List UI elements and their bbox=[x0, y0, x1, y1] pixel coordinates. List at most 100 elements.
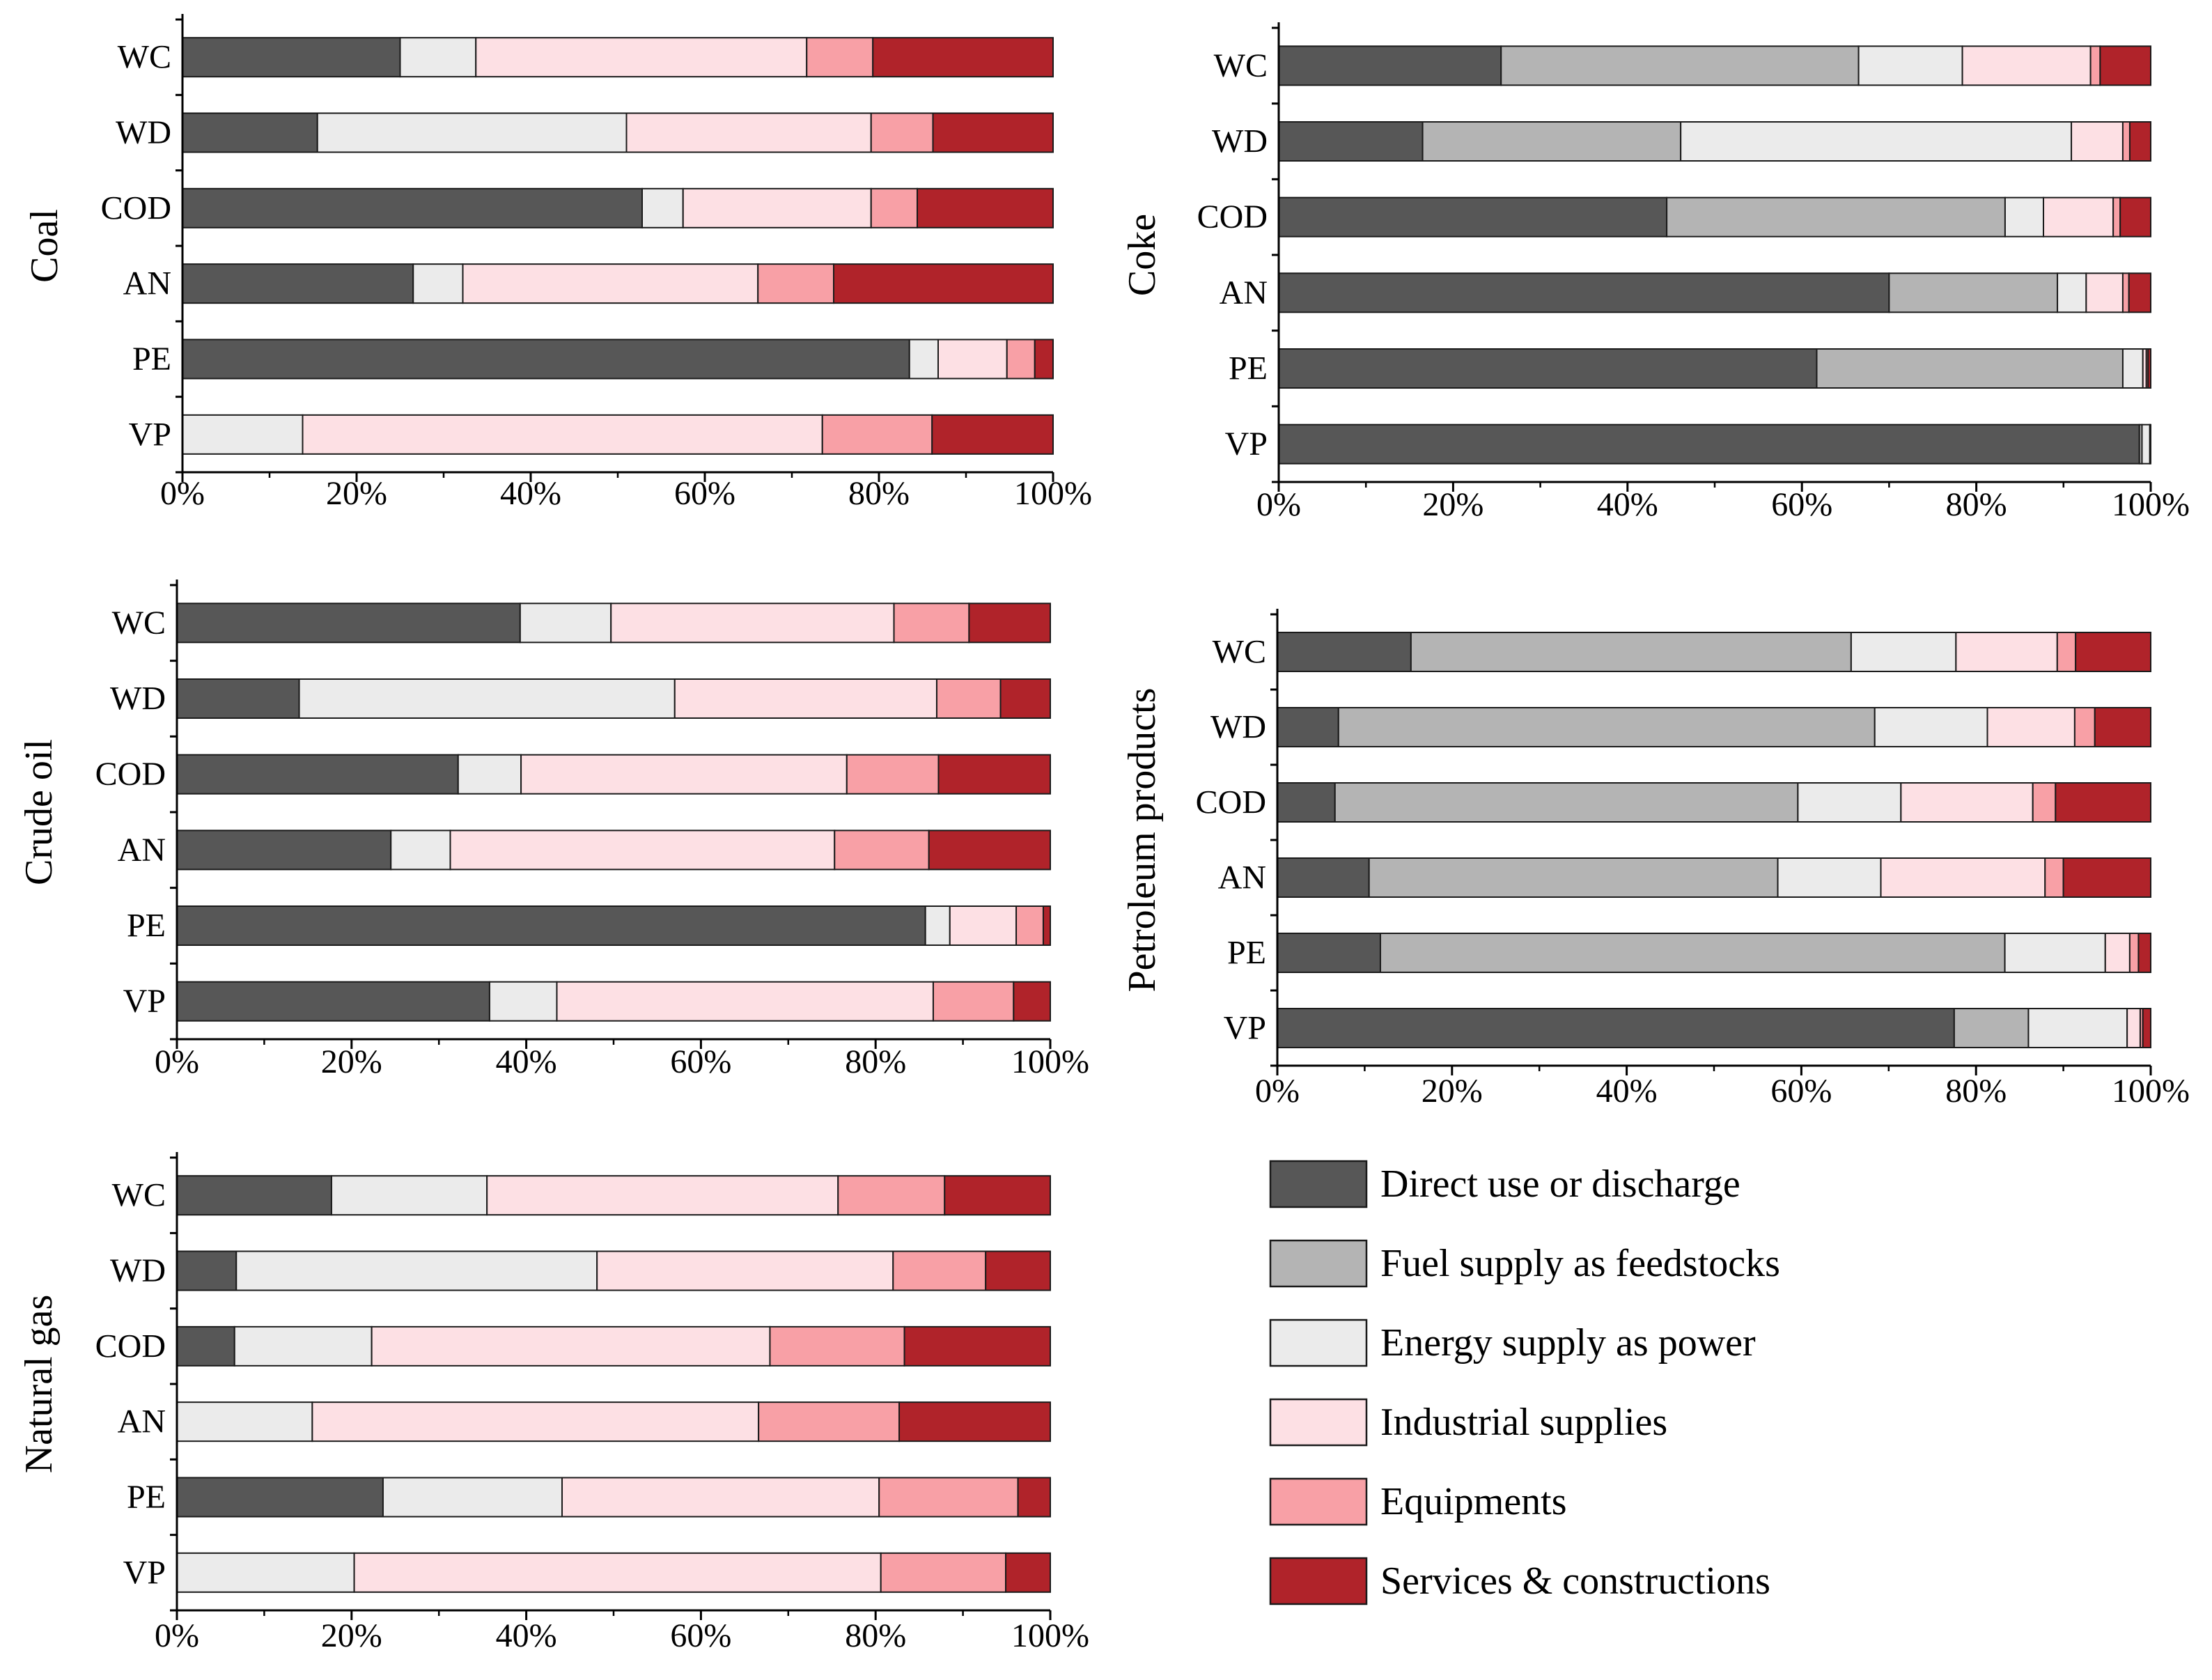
bar-segment-natural-gas-an-services-constructions bbox=[898, 1401, 1052, 1442]
panel-title-coal: Coal bbox=[23, 209, 66, 283]
bar-segment-coke-pe-energy-supply-as-power bbox=[2121, 348, 2144, 389]
legend-swatch-industrial-supplies bbox=[1269, 1398, 1368, 1447]
bar-segment-coal-cod-direct-use-or-discharge bbox=[182, 187, 643, 228]
category-label-coke-an: AN bbox=[1220, 274, 1268, 311]
x-tick-label-coal-1: 20% bbox=[326, 475, 387, 512]
category-label-natural-gas-vp: VP bbox=[123, 1554, 166, 1591]
category-label-coal-pe: PE bbox=[132, 341, 171, 378]
x-tick-label-coke-0: 0% bbox=[1256, 486, 1301, 523]
bar-segment-crude-oil-wc-energy-supply-as-power bbox=[519, 602, 612, 644]
bar-segment-natural-gas-pe-services-constructions bbox=[1017, 1477, 1051, 1518]
bar-segment-coal-vp-energy-supply-as-power bbox=[182, 414, 304, 455]
legend: Direct use or discharge Fuel supply as fe… bbox=[1269, 1160, 1780, 1605]
bar-segment-coke-pe-fuel-supply-as-feedstocks bbox=[1816, 348, 2124, 389]
bar-segment-coke-wd-energy-supply-as-power bbox=[1680, 121, 2073, 162]
bar-segment-natural-gas-vp-energy-supply-as-power bbox=[176, 1552, 355, 1593]
x-tick-label-crude-oil-1: 20% bbox=[321, 1043, 382, 1080]
bar-segment-coal-cod-services-constructions bbox=[917, 187, 1054, 228]
bar-segment-coke-wd-services-constructions bbox=[2128, 121, 2151, 162]
category-label-petroleum-products-an: AN bbox=[1218, 860, 1266, 896]
panel-coal: WC WD COD AN PE VP 0% 20% 40% 60% 80% 100% Coal bbox=[23, 14, 1092, 512]
x-tick-label-petroleum-products-0: 0% bbox=[1255, 1073, 1300, 1110]
bar-segment-coal-vp-industrial-supplies bbox=[302, 414, 823, 455]
bar-segment-petroleum-products-wc-fuel-supply-as-feedstocks bbox=[1410, 632, 1852, 672]
bar-segment-petroleum-products-pe-industrial-supplies bbox=[2104, 933, 2131, 973]
bar-segment-natural-gas-cod-direct-use-or-discharge bbox=[176, 1325, 235, 1367]
bar-segment-coke-wc-services-constructions bbox=[2099, 45, 2151, 86]
bar-segment-crude-oil-an-equipments bbox=[834, 830, 930, 871]
bar-segment-petroleum-products-vp-services-constructions bbox=[2142, 1008, 2151, 1048]
bar-segment-coke-wd-fuel-supply-as-feedstocks bbox=[1422, 121, 1682, 162]
bar-segment-natural-gas-wc-services-constructions bbox=[944, 1175, 1052, 1216]
bar-segment-petroleum-products-pe-energy-supply-as-power bbox=[2004, 933, 2106, 973]
bar-segment-natural-gas-wd-services-constructions bbox=[985, 1250, 1051, 1291]
category-label-crude-oil-an: AN bbox=[118, 832, 166, 869]
bar-segment-natural-gas-vp-industrial-supplies bbox=[353, 1552, 882, 1593]
category-label-crude-oil-pe: PE bbox=[127, 908, 166, 944]
x-tick-label-coke-3: 60% bbox=[1771, 486, 1832, 523]
bar-segment-crude-oil-an-energy-supply-as-power bbox=[390, 830, 451, 871]
bar-segment-coal-wd-energy-supply-as-power bbox=[316, 112, 628, 153]
bar-segment-natural-gas-wd-equipments bbox=[892, 1250, 987, 1291]
bar-segment-crude-oil-wd-direct-use-or-discharge bbox=[176, 678, 300, 719]
bar-segment-crude-oil-wc-services-constructions bbox=[968, 602, 1052, 644]
x-tick-label-petroleum-products-3: 60% bbox=[1770, 1073, 1832, 1110]
bar-segment-crude-oil-wd-equipments bbox=[935, 678, 1002, 719]
bar-segment-petroleum-products-an-industrial-supplies bbox=[1880, 857, 2046, 898]
bar-segment-petroleum-products-pe-direct-use-or-discharge bbox=[1277, 933, 1381, 973]
x-tick-label-coke-1: 20% bbox=[1422, 486, 1483, 523]
bar-segment-coke-an-energy-supply-as-power bbox=[2057, 272, 2087, 313]
category-label-natural-gas-an: AN bbox=[118, 1403, 166, 1440]
bar-segment-coal-wc-energy-supply-as-power bbox=[399, 37, 477, 78]
category-label-coke-wd: WD bbox=[1212, 123, 1268, 160]
bar-segment-crude-oil-cod-energy-supply-as-power bbox=[457, 754, 522, 795]
category-label-crude-oil-vp: VP bbox=[123, 983, 166, 1020]
bar-segment-coal-pe-services-constructions bbox=[1034, 339, 1054, 380]
bar-segment-natural-gas-pe-industrial-supplies bbox=[561, 1477, 880, 1518]
bar-segment-crude-oil-an-services-constructions bbox=[928, 830, 1051, 871]
bar-segment-petroleum-products-an-energy-supply-as-power bbox=[1777, 857, 1882, 898]
x-tick-label-natural-gas-3: 60% bbox=[670, 1617, 731, 1654]
bar-segment-natural-gas-an-equipments bbox=[758, 1401, 901, 1442]
bar-segment-coal-cod-equipments bbox=[870, 187, 918, 228]
bar-segment-natural-gas-cod-industrial-supplies bbox=[371, 1325, 771, 1367]
bar-segment-crude-oil-an-industrial-supplies bbox=[449, 830, 836, 871]
panel-coke: WC WD COD AN PE VP 0% 20% 40% 60% 80% 100% Coke bbox=[1121, 22, 2190, 523]
x-tick-label-coal-5: 100% bbox=[1014, 475, 1092, 512]
bar-segment-petroleum-products-wd-industrial-supplies bbox=[1986, 707, 2075, 747]
bar-segment-petroleum-products-wd-services-constructions bbox=[2094, 707, 2151, 747]
x-tick-label-natural-gas-5: 100% bbox=[1011, 1617, 1089, 1654]
bar-segment-petroleum-products-an-fuel-supply-as-feedstocks bbox=[1368, 857, 1779, 898]
bar-segment-coal-pe-industrial-supplies bbox=[937, 339, 1008, 380]
bar-segment-crude-oil-vp-industrial-supplies bbox=[556, 981, 934, 1022]
bar-segment-coke-cod-equipments bbox=[2112, 196, 2121, 238]
bar-segment-coal-pe-equipments bbox=[1006, 339, 1036, 380]
bar-segment-crude-oil-vp-services-constructions bbox=[1013, 981, 1051, 1022]
panel-title-crude-oil: Crude oil bbox=[17, 739, 61, 885]
bar-segment-petroleum-products-wc-energy-supply-as-power bbox=[1850, 632, 1957, 672]
bar-segment-petroleum-products-vp-direct-use-or-discharge bbox=[1277, 1008, 1955, 1048]
bar-segment-crude-oil-wd-energy-supply-as-power bbox=[298, 678, 676, 719]
bar-segment-petroleum-products-an-direct-use-or-discharge bbox=[1277, 857, 1370, 898]
bar-segment-petroleum-products-an-services-constructions bbox=[2062, 857, 2152, 898]
bar-segment-crude-oil-pe-services-constructions bbox=[1042, 905, 1051, 946]
bar-segment-coal-an-services-constructions bbox=[833, 263, 1054, 304]
x-tick-label-coke-5: 100% bbox=[2112, 486, 2190, 523]
legend-swatch-direct-use-or-discharge bbox=[1269, 1160, 1368, 1208]
bar-segment-coke-an-fuel-supply-as-feedstocks bbox=[1888, 272, 2059, 313]
bar-segment-coke-cod-industrial-supplies bbox=[2043, 196, 2114, 238]
bar-segment-coal-an-direct-use-or-discharge bbox=[182, 263, 414, 304]
bar-segment-coal-an-equipments bbox=[757, 263, 834, 304]
bar-segment-coke-vp-services-constructions bbox=[2149, 423, 2151, 465]
bar-segment-crude-oil-wd-industrial-supplies bbox=[673, 678, 937, 719]
bar-segment-coke-pe-services-constructions bbox=[2147, 348, 2151, 389]
bar-segment-crude-oil-wc-industrial-supplies bbox=[610, 602, 895, 644]
x-tick-label-natural-gas-0: 0% bbox=[155, 1617, 199, 1654]
legend-label-services-constructions: Services & constructions bbox=[1380, 1560, 1770, 1603]
bar-segment-petroleum-products-wd-fuel-supply-as-feedstocks bbox=[1337, 707, 1876, 747]
bar-segment-petroleum-products-pe-services-constructions bbox=[2137, 933, 2151, 973]
bar-segment-petroleum-products-wc-equipments bbox=[2056, 632, 2077, 672]
bar-segment-petroleum-products-cod-services-constructions bbox=[2055, 782, 2152, 823]
bar-segment-coke-vp-energy-supply-as-power bbox=[2141, 423, 2151, 465]
